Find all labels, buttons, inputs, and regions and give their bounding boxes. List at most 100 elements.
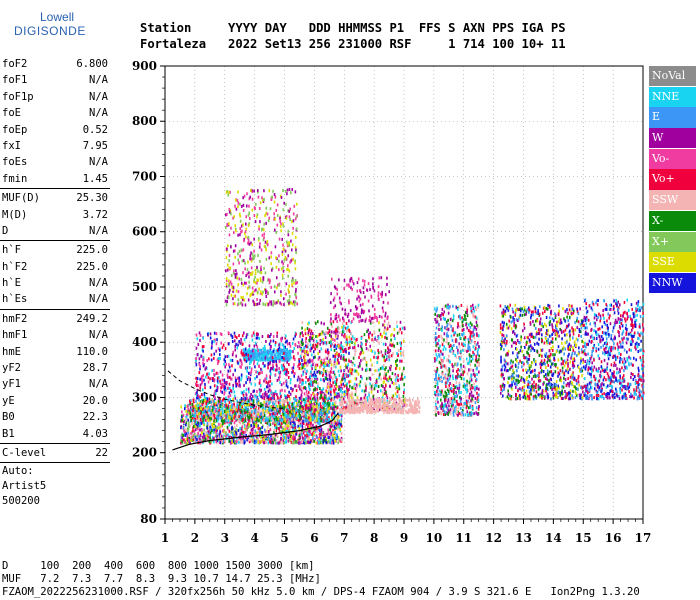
echo-point: [395, 382, 397, 386]
echo-point: [244, 430, 246, 434]
echo-point: [262, 238, 265, 242]
echo-point: [245, 333, 248, 337]
echo-point: [323, 365, 326, 369]
echo-point: [308, 418, 311, 422]
echo-point: [270, 262, 272, 266]
echo-point: [291, 402, 293, 406]
echo-point: [267, 395, 270, 399]
echo-point: [269, 416, 272, 420]
echo-point: [200, 404, 202, 408]
echo-point: [257, 358, 260, 362]
echo-point: [311, 433, 313, 437]
echo-point: [238, 412, 240, 416]
echo-point: [347, 363, 350, 367]
echo-point: [332, 438, 334, 442]
echo-point: [270, 397, 273, 401]
echo-point: [284, 349, 286, 353]
echo-point: [312, 431, 314, 435]
echo-point: [267, 397, 270, 401]
echo-point: [260, 351, 263, 355]
echo-point: [269, 367, 272, 371]
echo-point: [338, 385, 340, 389]
echo-point: [230, 226, 232, 230]
echo-point: [286, 368, 288, 372]
echo-point: [244, 281, 246, 285]
echo-point: [200, 428, 203, 432]
echo-point: [305, 394, 308, 398]
echo-point: [307, 362, 309, 366]
echo-point: [329, 428, 331, 432]
echo-point: [236, 199, 239, 203]
echo-point: [248, 275, 250, 279]
echo-point: [217, 381, 219, 385]
echo-point: [205, 418, 207, 422]
echo-point: [253, 439, 256, 443]
echo-point: [267, 351, 270, 355]
echo-point: [251, 404, 254, 408]
echo-point: [270, 390, 273, 394]
echo-point: [265, 257, 268, 261]
echo-point: [213, 428, 216, 432]
echo-point: [245, 429, 247, 433]
echo-point: [219, 370, 222, 374]
echo-point: [334, 329, 337, 333]
echo-point: [319, 391, 322, 395]
echo-point: [284, 340, 287, 344]
echo-point: [248, 440, 251, 444]
echo-point: [230, 441, 233, 445]
echo-point: [351, 392, 354, 396]
echo-point: [310, 382, 313, 386]
echo-point: [201, 411, 204, 415]
echo-point: [266, 410, 268, 414]
echo-point: [282, 439, 285, 443]
echo-point: [228, 233, 231, 237]
echo-point: [281, 352, 284, 356]
echo-point: [271, 412, 273, 416]
echo-point: [328, 431, 331, 435]
echo-point: [208, 357, 210, 361]
echo-point: [231, 414, 233, 418]
echo-point: [276, 395, 279, 399]
echo-point: [391, 381, 394, 385]
echo-point: [286, 267, 288, 271]
echo-point: [257, 372, 260, 376]
echo-point: [283, 403, 285, 407]
echo-point: [255, 440, 258, 444]
echo-point: [202, 401, 205, 405]
echo-point: [260, 265, 262, 269]
echo-point: [216, 415, 218, 419]
echo-point: [375, 384, 378, 388]
echo-point: [295, 227, 298, 231]
echo-point: [335, 387, 337, 391]
echo-point: [248, 285, 251, 289]
echo-point: [243, 338, 246, 342]
echo-point: [250, 357, 253, 361]
echo-point: [197, 408, 200, 412]
echo-point: [394, 378, 397, 382]
echo-point: [301, 382, 303, 386]
echo-point: [224, 408, 227, 412]
echo-point: [345, 365, 347, 369]
echo-point: [273, 301, 276, 305]
echo-point: [316, 341, 319, 345]
echo-point: [278, 343, 280, 347]
echo-point: [290, 301, 292, 305]
echo-point: [322, 418, 325, 422]
echo-point: [283, 201, 286, 205]
echo-point: [249, 350, 252, 354]
echo-point: [249, 254, 252, 258]
echo-point: [225, 284, 228, 288]
echo-point: [344, 377, 346, 381]
echo-point: [288, 209, 290, 213]
echo-point: [282, 409, 285, 413]
echo-point: [243, 383, 245, 387]
echo-point: [362, 351, 365, 355]
echo-point: [314, 428, 317, 432]
echo-point: [244, 426, 246, 430]
echo-point: [348, 351, 350, 355]
echo-point: [185, 441, 187, 445]
echo-point: [187, 439, 190, 443]
echo-point: [204, 386, 206, 390]
echo-point: [396, 375, 398, 379]
echo-point: [335, 365, 337, 369]
